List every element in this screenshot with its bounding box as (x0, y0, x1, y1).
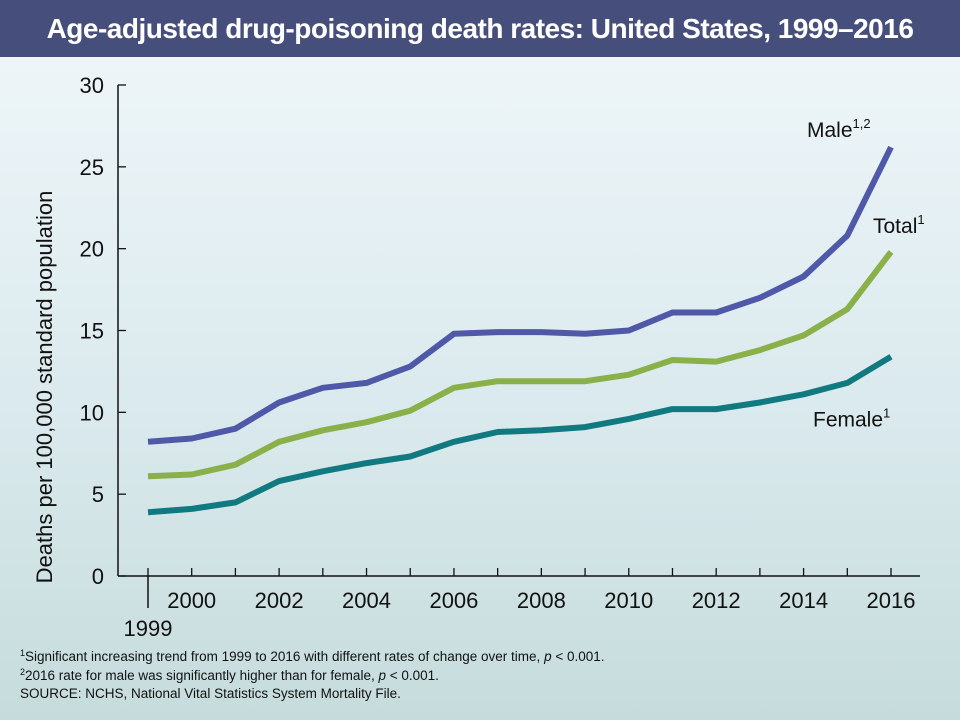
series-lines (147, 145, 894, 516)
series-line-female (147, 354, 893, 516)
x-tick-label: 2016 (867, 588, 916, 613)
series-label-male: Male1,2 (807, 116, 871, 142)
y-tick-label: 0 (92, 564, 104, 589)
footnote-1-p: p (544, 649, 552, 664)
footnote-2-p: p (378, 667, 386, 683)
series-label-total: Total1 (873, 212, 925, 238)
footnote-1-marker: 1 (20, 648, 26, 658)
footnote-1: 1Significant increasing trend from 1999 … (20, 648, 950, 667)
y-axis-title: Deaths per 100,000 standard population (32, 191, 57, 584)
series-label-superscript: 1,2 (853, 116, 871, 131)
footnote-2-text-end: < 0.001. (385, 667, 439, 683)
y-tick-label: 30 (80, 73, 104, 98)
footnote-2: 22016 rate for male was significantly hi… (20, 667, 950, 686)
series-label-name: Male (807, 119, 853, 142)
chart-title: Age-adjusted drug-poisoning death rates:… (0, 0, 960, 57)
footnote-2-marker: 2 (20, 666, 26, 677)
y-tick-label: 15 (80, 319, 104, 344)
footnote-1-text: Significant increasing trend from 1999 t… (25, 649, 545, 664)
footnotes: 1Significant increasing trend from 1999 … (20, 648, 950, 704)
x-tick-label: 2012 (692, 588, 741, 613)
series-label-name: Female (813, 409, 883, 432)
x-tick-label-1999: 1999 (124, 616, 173, 641)
footnote-2-text: 2016 rate for male was significantly hig… (25, 667, 379, 683)
x-tick-label: 2000 (167, 588, 216, 613)
x-tick-label: 2006 (429, 588, 478, 613)
series-line-total (147, 250, 894, 480)
x-tick-label: 2014 (779, 588, 828, 613)
series-label-superscript: 1 (883, 406, 890, 421)
x-tick-label: 2002 (255, 588, 304, 613)
y-tick-label: 20 (80, 237, 104, 262)
x-tick-label: 2010 (604, 588, 653, 613)
x-tick-label: 2008 (517, 588, 566, 613)
x-tick-label: 2004 (342, 588, 391, 613)
axis-ticks: 0 5 10 15 20 25 30 2000 2002 2004 2006 2008 2010 2012… (80, 73, 916, 641)
y-tick-label: 25 (80, 155, 104, 180)
source-note: SOURCE: NCHS, National Vital Statistics … (20, 686, 401, 701)
y-tick-label: 10 (80, 400, 104, 425)
series-label-name: Total (873, 215, 917, 238)
y-tick-label: 5 (92, 482, 104, 507)
series-label-female: Female1 (813, 406, 890, 432)
footnote-1-text-end: < 0.001. (551, 649, 605, 664)
line-chart: 0 5 10 15 20 25 30 2000 2002 2004 2006 2008 2010 2012… (32, 73, 925, 641)
series-label-superscript: 1 (917, 212, 924, 227)
series-line-male (147, 145, 894, 445)
